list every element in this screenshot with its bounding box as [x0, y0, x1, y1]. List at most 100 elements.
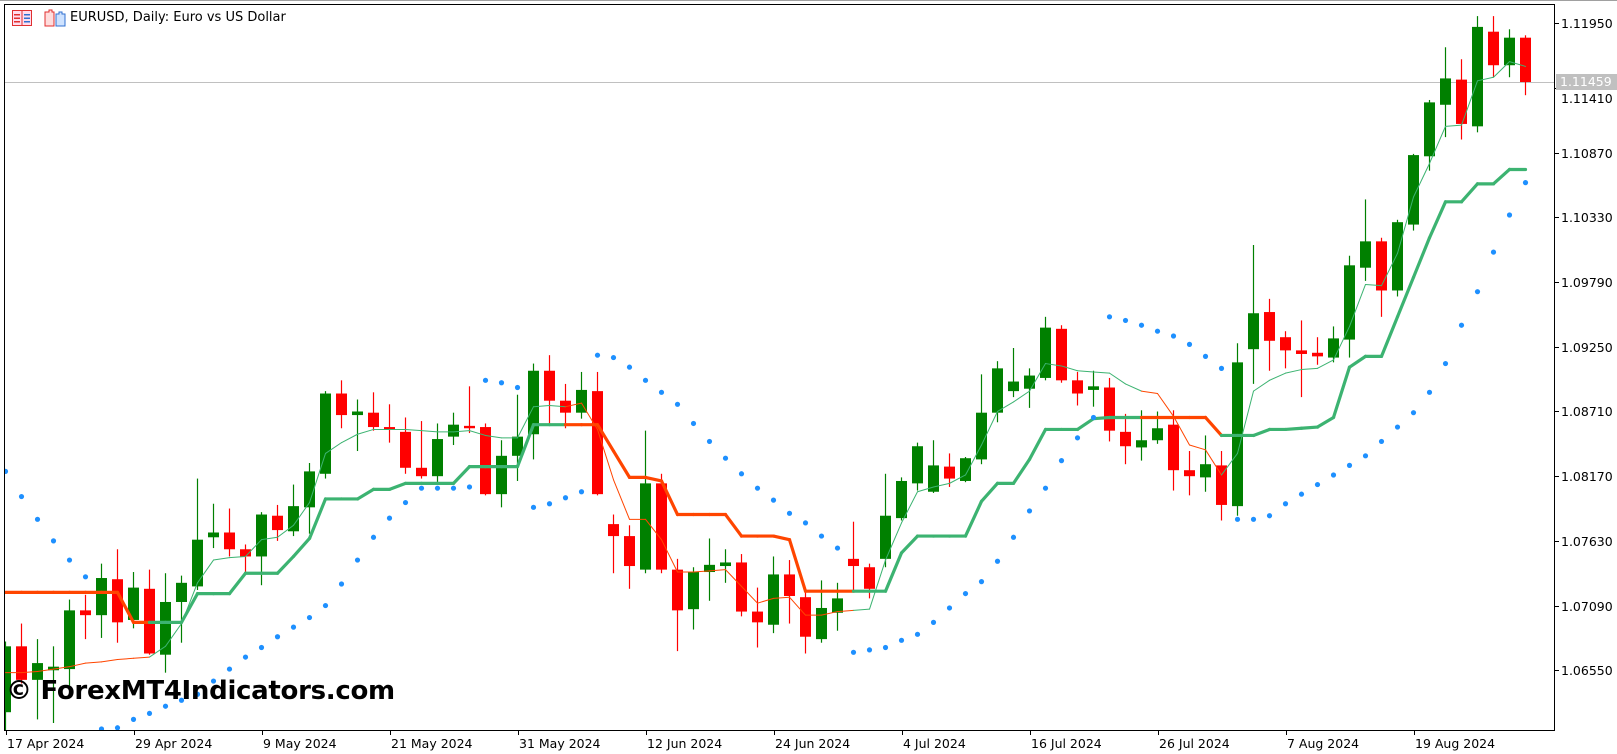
trend-line-segment: [979, 481, 1000, 503]
candle-body: [624, 536, 635, 567]
signal-line-segment: [1429, 125, 1446, 164]
sar-dot: [962, 590, 969, 597]
sar-dot: [514, 384, 521, 391]
price-tick-label: 1.11950: [1561, 16, 1613, 31]
chart-window-icon[interactable]: [44, 9, 66, 27]
sar-dot: [1122, 317, 1129, 324]
sar-dot: [418, 485, 425, 491]
sar-dot: [930, 619, 937, 625]
bull-candle: [896, 477, 907, 521]
sar-dot: [66, 557, 73, 563]
candle-body: [16, 646, 27, 680]
sar-dot: [1346, 462, 1353, 468]
trend-line-segment: [1299, 425, 1320, 430]
candle-body: [752, 611, 763, 623]
signal-line-segment: [1381, 252, 1398, 287]
sar-dot: [610, 354, 617, 361]
candle-body: [1280, 337, 1291, 351]
candle-body: [864, 567, 875, 589]
trend-line-segment: [1283, 426, 1304, 432]
trend-line-segment: [179, 591, 200, 624]
candle-body: [816, 607, 827, 640]
signal-line-segment: [949, 474, 966, 484]
sar-dot: [1394, 424, 1401, 430]
signal-line-segment: [1141, 390, 1158, 395]
signal-line-segment: [21, 670, 38, 674]
candle-body: [1264, 312, 1275, 341]
price-tick-label: 1.08170: [1561, 469, 1613, 484]
chart-list-icon[interactable]: [12, 10, 32, 26]
candle-body: [192, 539, 203, 587]
price-tick-label: 1.06550: [1561, 663, 1613, 678]
bull-candle: [48, 646, 59, 723]
trend-line-segment: [963, 499, 984, 538]
candle-body: [1216, 465, 1227, 505]
candle-body: [1008, 381, 1019, 392]
candle-body: [1328, 338, 1339, 358]
signal-line-segment: [613, 479, 630, 520]
bull-candle: [352, 399, 363, 452]
candle-body: [832, 598, 843, 613]
sar-dot: [5, 468, 9, 474]
candle-body: [1152, 428, 1163, 441]
signal-line-segment: [357, 428, 374, 435]
signal-line-segment: [981, 410, 998, 446]
signal-line-segment: [1125, 383, 1142, 392]
signal-line-segment: [1045, 363, 1062, 367]
signal-line-segment: [693, 570, 710, 573]
bull-candle: [1248, 244, 1259, 384]
signal-line-segment: [1461, 80, 1478, 126]
candle-body: [1456, 79, 1467, 124]
signal-line-segment: [869, 559, 886, 610]
bear-candle: [592, 371, 603, 496]
signal-line-segment: [1109, 372, 1126, 385]
sar-dot: [850, 649, 857, 655]
sar-dot: [994, 558, 1001, 564]
trend-line-segment: [1075, 417, 1096, 432]
sar-dot: [594, 352, 601, 358]
candle-body: [912, 446, 923, 484]
candle-body: [160, 601, 171, 655]
signal-line-segment: [597, 428, 614, 481]
bear-candle: [1072, 371, 1083, 406]
sar-dot: [1458, 322, 1465, 328]
bull-candle: [1200, 435, 1211, 492]
bull-candle: [1504, 29, 1515, 78]
bull-candle: [976, 374, 987, 465]
sar-dot: [626, 364, 633, 370]
price-tick-label: 1.10330: [1561, 210, 1613, 225]
candle-body: [176, 582, 187, 602]
candle-body: [704, 564, 715, 573]
signal-line-segment: [837, 609, 854, 613]
trend-line-segment: [275, 554, 296, 575]
sar-dot: [466, 484, 473, 490]
signal-line-segment: [997, 401, 1014, 412]
trend-line-segment: [307, 497, 328, 541]
date-tick-label: 31 May 2024: [519, 736, 601, 751]
bull-candle: [1392, 219, 1403, 297]
bear-candle: [624, 525, 635, 589]
candle-body: [1136, 440, 1147, 448]
candle-body: [784, 574, 795, 596]
sar-dot: [242, 654, 249, 660]
signal-line-segment: [789, 596, 806, 616]
sar-dot: [498, 380, 505, 386]
candle-body: [1184, 470, 1195, 477]
trend-line-segment: [1027, 427, 1048, 462]
sar-dot: [50, 538, 57, 544]
bull-candle: [1328, 326, 1339, 363]
window-top-border: [0, 0, 1617, 1]
signal-line-segment: [1509, 61, 1526, 67]
bear-candle: [608, 514, 619, 574]
trend-line-segment: [787, 538, 808, 593]
signal-line-segment: [661, 539, 678, 573]
signal-line-segment: [421, 430, 438, 433]
candle-body: [608, 524, 619, 537]
sar-dot: [98, 726, 105, 730]
candle-body: [896, 480, 907, 519]
bear-candle: [368, 392, 379, 431]
candle-body: [1056, 328, 1067, 381]
bull-candle: [992, 361, 1003, 423]
signal-line-segment: [469, 430, 486, 436]
